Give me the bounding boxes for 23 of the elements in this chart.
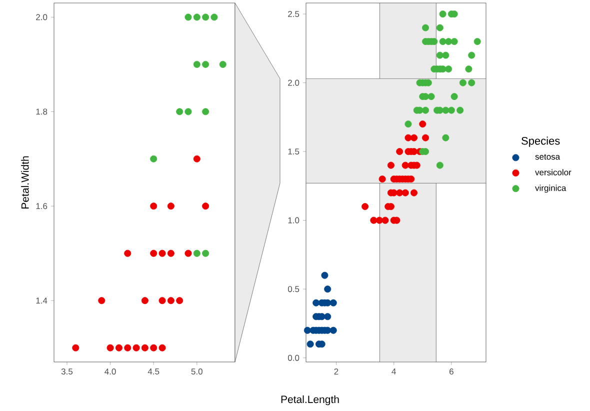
y-tick-label: 1.0 — [288, 217, 300, 224]
y-tick-label: 1.5 — [288, 148, 300, 154]
x-tick-label: 6 — [450, 368, 454, 375]
x-tick-label: 5.0 — [191, 368, 202, 375]
y-tick-label: 1.8 — [36, 108, 48, 115]
y-tick-label: 0.0 — [288, 354, 300, 361]
x-tick-label: 2 — [334, 368, 338, 374]
x-tick-label: 4 — [392, 368, 396, 374]
y-tick-label: 2.0 — [288, 80, 300, 86]
y-tick-label: 2.5 — [288, 10, 300, 17]
y-tick-label: 2.0 — [36, 14, 48, 20]
x-tick-label: 4.0 — [104, 368, 116, 375]
x-tick-label: 4.5 — [148, 368, 160, 374]
y-axis-title: Petal.Width — [21, 156, 29, 208]
legend-label: virginica — [535, 184, 566, 193]
legend-label: versicolor — [535, 169, 572, 176]
y-tick-label: 0.5 — [288, 286, 300, 292]
y-tick-label: 1.4 — [36, 298, 48, 304]
legend-label: setosa — [535, 154, 560, 160]
x-tick-label: 3.5 — [61, 368, 73, 375]
legend-title: Species — [522, 136, 560, 147]
y-tick-label: 1.6 — [36, 203, 48, 210]
x-axis-title: Petal.Length — [281, 395, 339, 406]
